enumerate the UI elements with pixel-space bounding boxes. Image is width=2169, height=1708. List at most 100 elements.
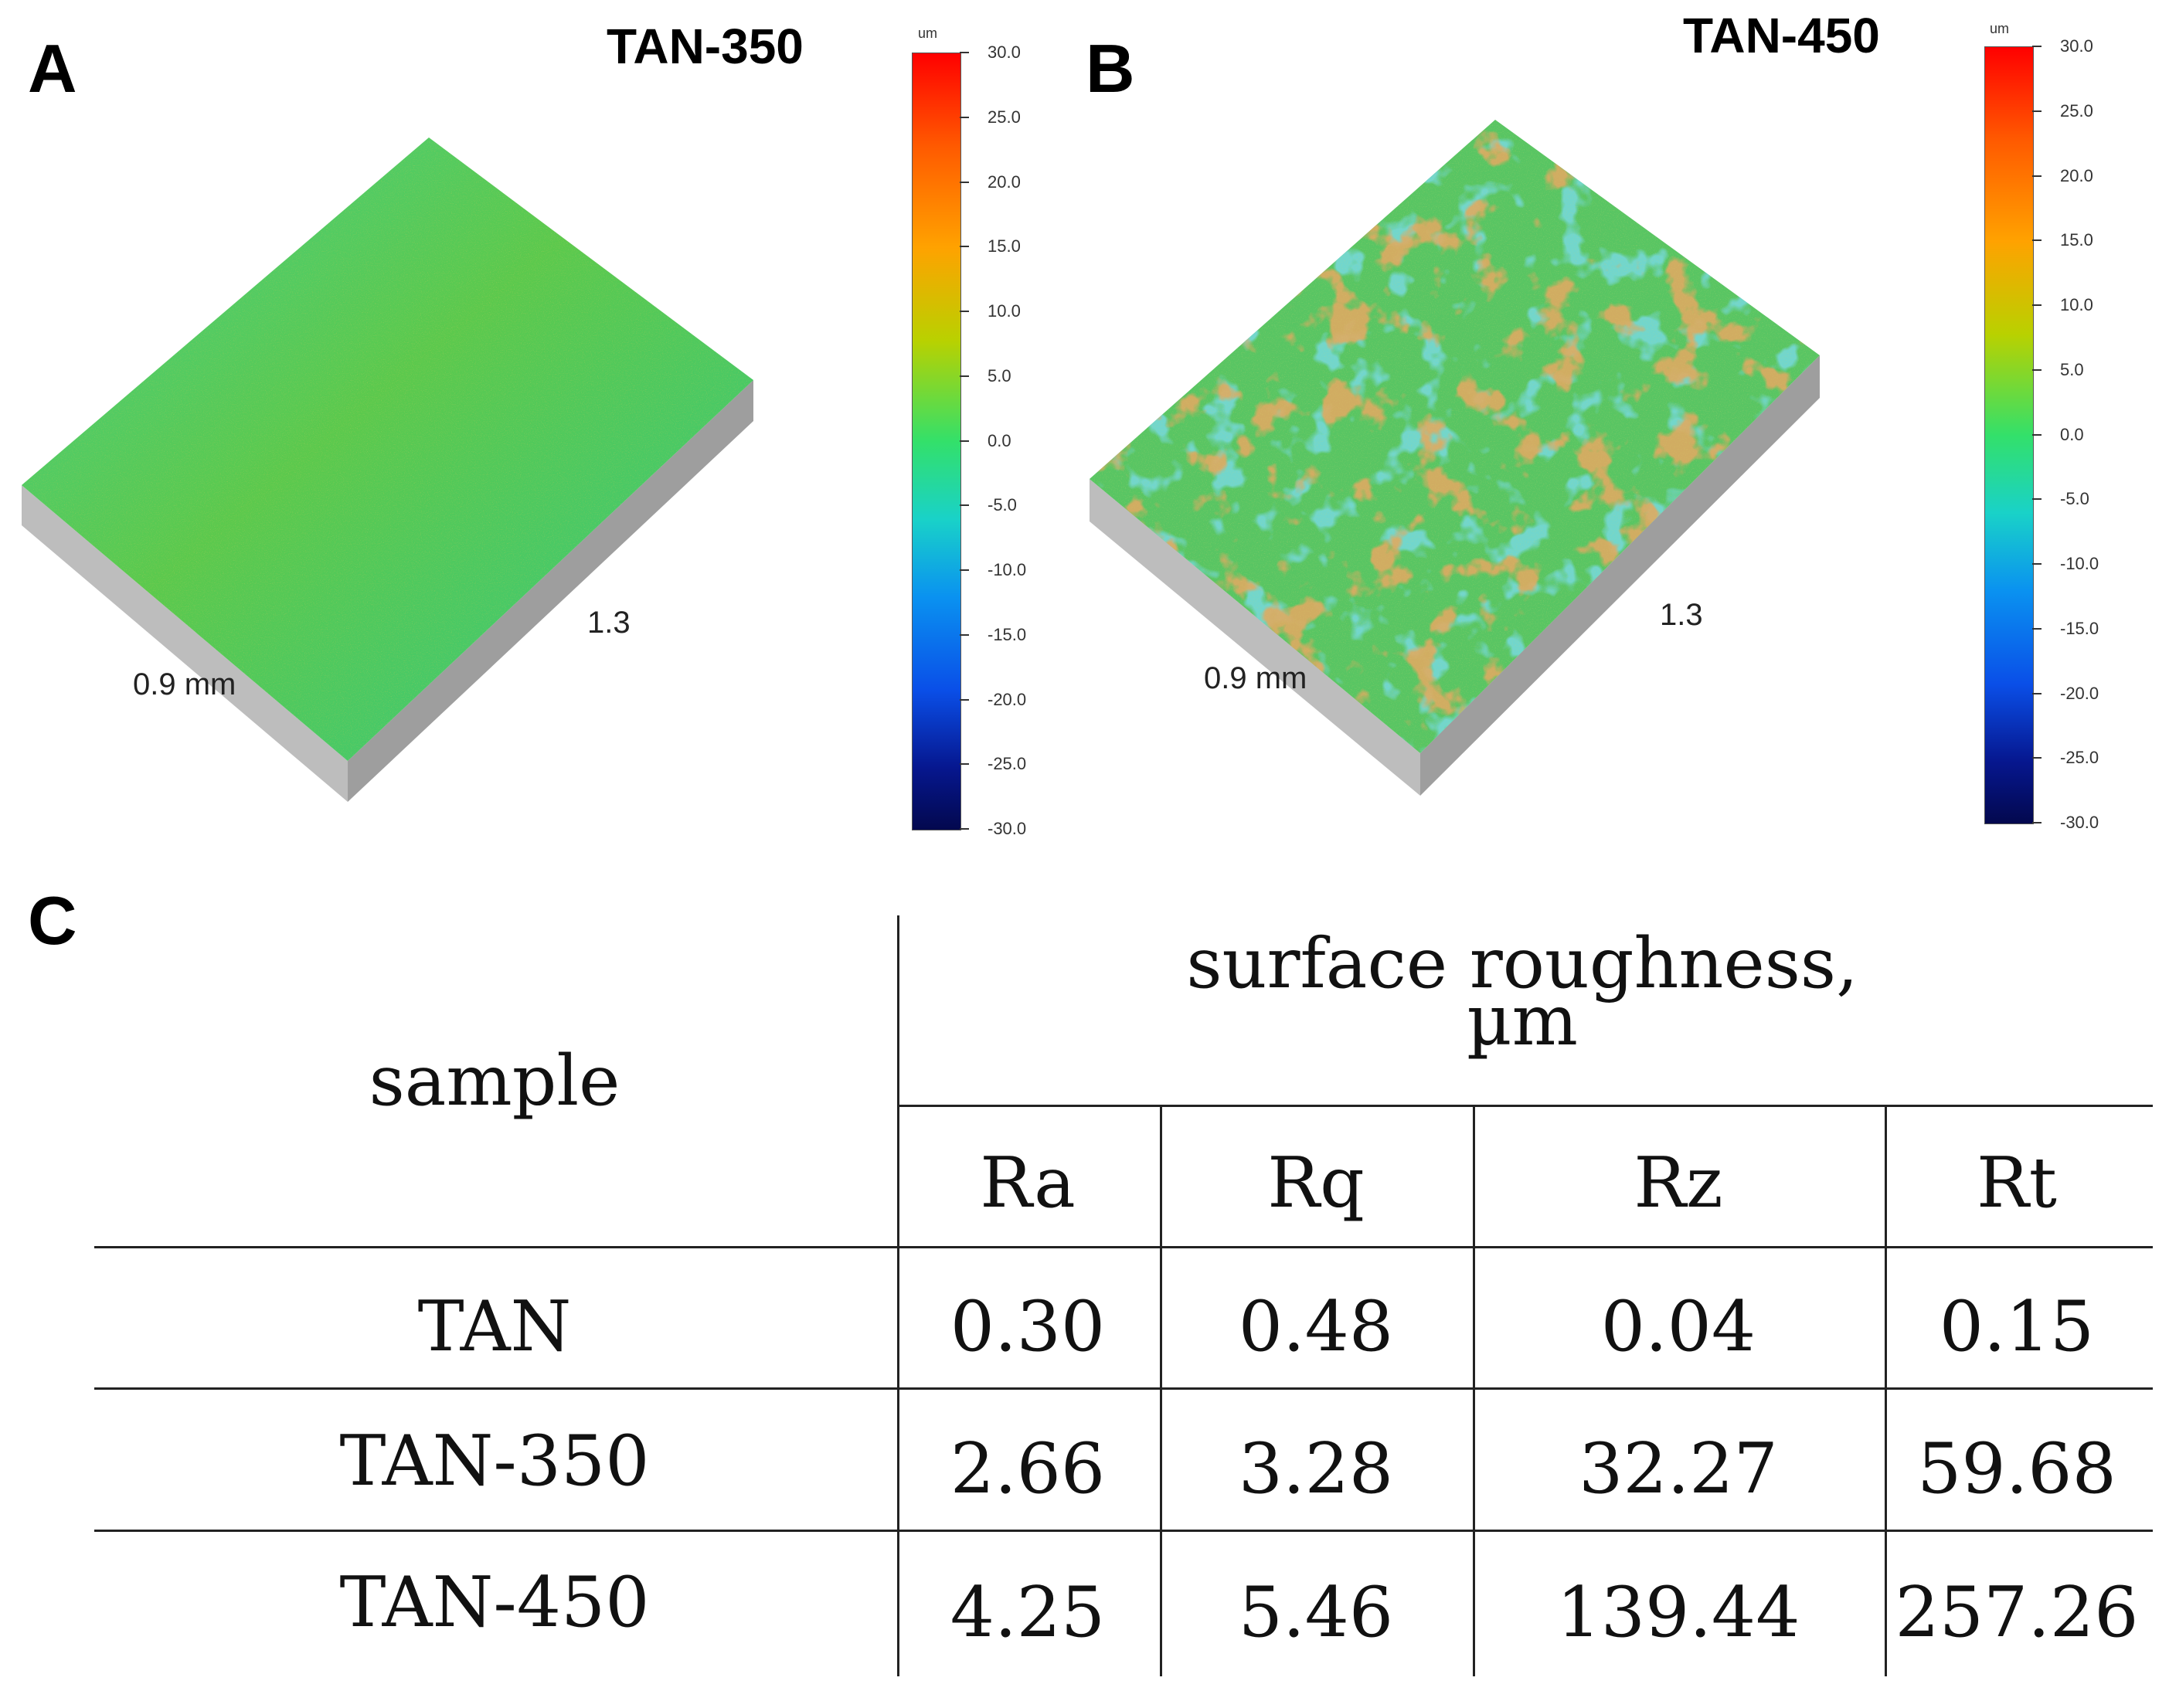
- colorbar-tick-label: -5.0: [988, 495, 1017, 515]
- colorbar-tick: [2032, 239, 2042, 242]
- colorbar-tick-label: -10.0: [988, 560, 1027, 579]
- colorbar-tick-label: 5.0: [988, 365, 1011, 385]
- table-row-1-line: [94, 1387, 2153, 1390]
- panel-a-block-left-side: [22, 485, 348, 802]
- panel-b-surface-plot: [1090, 120, 1820, 796]
- table-row-2-ra: 2.66: [950, 1428, 1106, 1509]
- table-header-sample: sample: [369, 1041, 620, 1122]
- panel-a-title: TAN-350: [607, 19, 804, 74]
- table-divider-sample: [897, 915, 899, 1676]
- table-header-rt: Rt: [1977, 1143, 2057, 1224]
- panel-c-letter: C: [28, 882, 77, 959]
- panel-b-block-left-side: [1090, 479, 1420, 796]
- colorbar-tick-label: 10.0: [988, 301, 1021, 321]
- colorbar-tick: [2032, 757, 2042, 759]
- table-row-1-rz: 0.04: [1600, 1286, 1756, 1367]
- colorbar-tick: [960, 698, 969, 701]
- colorbar-tick: [2032, 433, 2042, 436]
- colorbar-tick: [960, 375, 969, 377]
- table-header-group-line2: µm: [1467, 980, 1578, 1061]
- table-header-subline: [897, 1105, 2153, 1107]
- colorbar-tick-label: -30.0: [2060, 813, 2099, 832]
- table-row-1-rq: 0.48: [1238, 1286, 1394, 1367]
- table-row-3-rq: 5.46: [1238, 1572, 1394, 1653]
- table-divider-rz: [1473, 1105, 1475, 1676]
- table-header-group-line1: surface roughness,: [1186, 923, 1858, 1004]
- panel-b-axis-y-label: 1.3: [1660, 598, 1703, 632]
- colorbar-tick: [2032, 110, 2042, 112]
- colorbar-tick: [2032, 46, 2042, 47]
- colorbar-tick: [960, 633, 969, 636]
- colorbar-tick-label: 10.0: [2060, 295, 2093, 314]
- table-divider-rt: [1885, 1105, 1887, 1676]
- colorbar-tick: [960, 246, 969, 248]
- colorbar-tick-label: -25.0: [988, 754, 1027, 774]
- panel-a-surface-plot: [22, 138, 753, 802]
- table-header-rz: Rz: [1634, 1143, 1723, 1224]
- colorbar-tick-label: -10.0: [2060, 554, 2099, 573]
- colorbar-tick: [960, 569, 969, 571]
- colorbar-tick: [960, 52, 969, 53]
- colorbar-tick: [2032, 563, 2042, 565]
- panel-b-title: TAN-450: [1683, 8, 1880, 63]
- colorbar-tick-label: -15.0: [2060, 618, 2099, 638]
- colorbar-tick-label: -20.0: [988, 689, 1027, 709]
- colorbar-tick-label: 5.0: [2060, 359, 2084, 379]
- colorbar-tick-label: 25.0: [2060, 100, 2093, 121]
- colorbar-tick-label: 15.0: [988, 236, 1021, 256]
- table-row-2-rt: 59.68: [1917, 1428, 2116, 1509]
- table-header-bottom-line: [94, 1246, 2153, 1248]
- colorbar-tick: [2032, 304, 2042, 306]
- colorbar-tick-label: 20.0: [988, 171, 1021, 192]
- panel-a-colorbar-unit: um: [918, 25, 938, 41]
- panel-a-axis-y-label: 1.3: [587, 606, 631, 640]
- colorbar-tick-label: -20.0: [2060, 683, 2099, 703]
- table-row-1-ra: 0.30: [950, 1286, 1106, 1367]
- colorbar-tick: [960, 116, 969, 118]
- colorbar-tick-label: 30.0: [2060, 36, 2093, 56]
- colorbar-tick: [2032, 627, 2042, 630]
- table-row-2-line: [94, 1530, 2153, 1532]
- colorbar-tick: [960, 181, 969, 183]
- table-header-rq: Rq: [1267, 1143, 1365, 1224]
- panel-b-colorbar: [1984, 46, 2034, 824]
- table-header-ra: Ra: [980, 1143, 1076, 1224]
- panel-a-colorbar: [912, 53, 961, 830]
- colorbar-tick-label: 30.0: [988, 42, 1021, 62]
- table-row-3-rz: 139.44: [1556, 1572, 1800, 1653]
- panel-b-block-right-side: [1420, 355, 1820, 796]
- colorbar-tick: [960, 504, 969, 507]
- colorbar-tick-label: 0.0: [2060, 424, 2084, 444]
- colorbar-tick-label: 20.0: [2060, 165, 2093, 185]
- colorbar-tick: [2032, 822, 2042, 823]
- table-row-2-rq: 3.28: [1238, 1428, 1394, 1509]
- colorbar-tick-label: 15.0: [2060, 230, 2093, 250]
- panel-b-colorbar-unit: um: [1990, 21, 2010, 36]
- panel-b-axis-x-label: 0.9 mm: [1204, 661, 1307, 695]
- table-divider-rq: [1160, 1105, 1162, 1676]
- table-row-3-rt: 257.26: [1895, 1572, 2139, 1653]
- colorbar-tick: [2032, 368, 2042, 371]
- panel-a-block-right-side: [348, 380, 753, 802]
- table-row-3-sample: TAN-450: [339, 1562, 650, 1643]
- colorbar-tick: [2032, 498, 2042, 501]
- panel-b-letter: B: [1086, 30, 1135, 107]
- table-row-2-rz: 32.27: [1579, 1428, 1778, 1509]
- colorbar-tick-label: 25.0: [988, 107, 1021, 127]
- colorbar-tick: [960, 440, 969, 442]
- colorbar-tick-label: 0.0: [988, 430, 1011, 450]
- table-row-1-sample: TAN: [417, 1286, 572, 1367]
- table-row-1-rt: 0.15: [1939, 1286, 2095, 1367]
- colorbar-tick: [2032, 692, 2042, 694]
- table-row-2-sample: TAN-350: [339, 1421, 650, 1502]
- panel-a-letter: A: [28, 30, 77, 107]
- table-row-3-ra: 4.25: [950, 1572, 1106, 1653]
- colorbar-tick-label: -5.0: [2060, 489, 2089, 509]
- colorbar-tick-label: -25.0: [2060, 748, 2099, 768]
- colorbar-tick: [960, 763, 969, 766]
- colorbar-tick: [960, 311, 969, 312]
- colorbar-tick-label: -30.0: [988, 819, 1027, 838]
- colorbar-tick-label: -15.0: [988, 624, 1027, 644]
- panel-a-axis-x-label: 0.9 mm: [133, 667, 236, 701]
- colorbar-tick: [960, 828, 969, 830]
